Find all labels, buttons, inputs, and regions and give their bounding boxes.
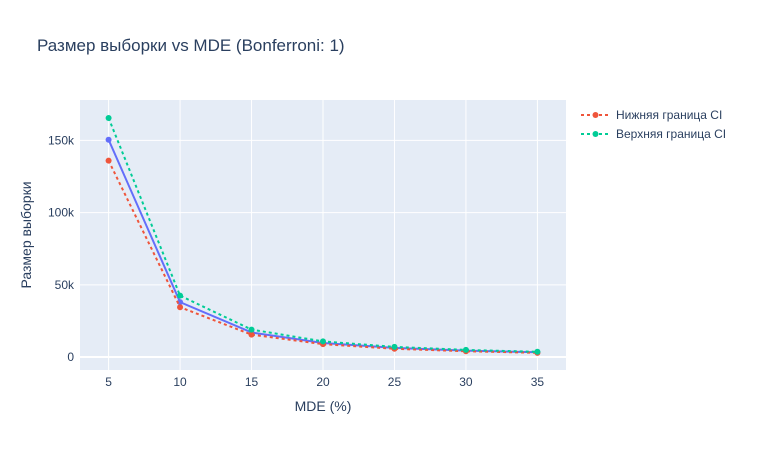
y-tick-label: 150k — [48, 133, 75, 147]
grid-lines — [80, 100, 566, 370]
y-tick-label: 100k — [48, 206, 75, 220]
x-axis-ticks: 5 10 15 20 25 30 35 — [105, 375, 544, 389]
y-tick-label: 50k — [55, 278, 75, 292]
chart-title: Размер выборки vs MDE (Bonferroni: 1) — [37, 36, 345, 55]
legend-swatch-marker — [592, 112, 599, 118]
series-2 — [105, 115, 541, 355]
x-tick-label: 30 — [459, 375, 473, 389]
y-tick-label: 0 — [67, 350, 74, 364]
x-tick-label: 20 — [316, 375, 330, 389]
x-axis-title: MDE (%) — [295, 398, 352, 414]
data-point — [462, 346, 469, 353]
data-point — [320, 338, 326, 345]
legend-item: Верхняя граница CI — [581, 127, 726, 141]
data-point — [105, 136, 112, 143]
data-point — [177, 292, 184, 299]
legend: Нижняя граница CI Верхняя граница CI — [581, 108, 726, 141]
data-point — [534, 348, 541, 355]
data-point — [177, 299, 184, 306]
series-layer — [105, 115, 541, 356]
x-tick-label: 25 — [388, 375, 402, 389]
data-point — [105, 157, 112, 164]
x-tick-label: 15 — [245, 375, 259, 389]
data-point — [105, 115, 112, 122]
x-tick-label: 10 — [173, 375, 187, 389]
data-point — [248, 331, 255, 338]
x-tick-label: 5 — [105, 375, 112, 389]
legend-label: Верхняя граница CI — [616, 127, 726, 141]
x-tick-label: 35 — [531, 375, 545, 389]
data-point — [248, 326, 255, 333]
data-point — [391, 343, 398, 350]
y-axis-title: Размер выборки — [18, 181, 34, 288]
legend-label: Нижняя граница CI — [616, 108, 722, 122]
legend-item: Нижняя граница CI — [581, 108, 722, 122]
y-axis-ticks: 0 50k 100k 150k — [48, 133, 75, 364]
data-point — [177, 304, 184, 311]
legend-swatch-marker — [592, 131, 599, 137]
